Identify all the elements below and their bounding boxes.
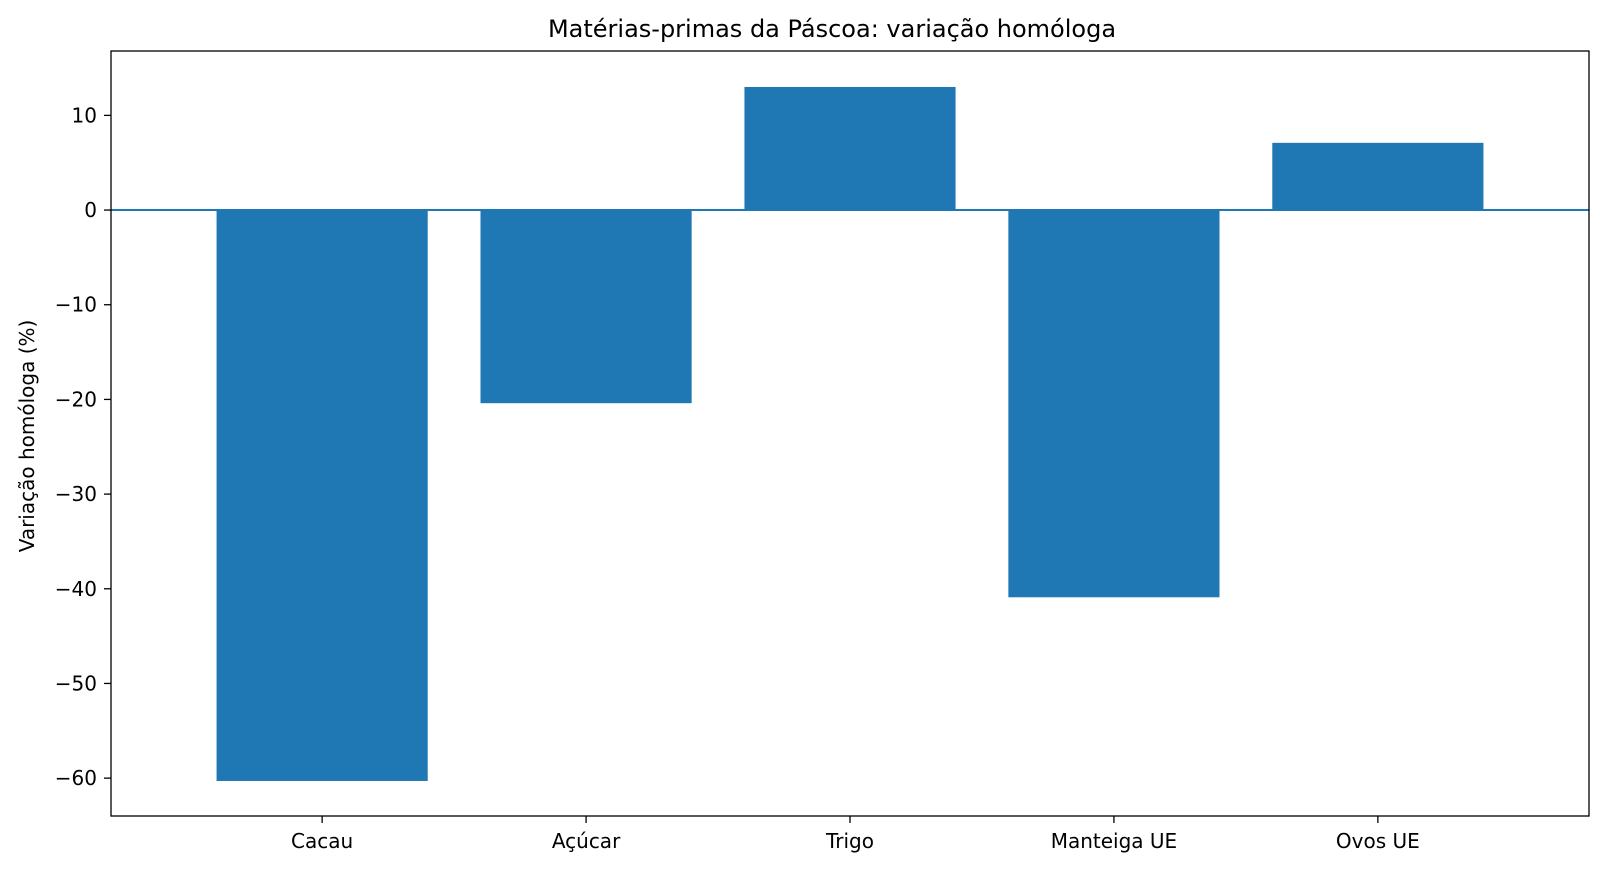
x-tick-label: Manteiga UE <box>1051 829 1177 853</box>
x-tick-label: Açúcar <box>552 829 621 853</box>
y-axis-label: Variação homóloga (%) <box>15 320 39 553</box>
y-tick-label: −50 <box>55 671 97 695</box>
bar-acucar <box>480 210 692 404</box>
y-tick-label: −10 <box>55 293 97 317</box>
y-tick-label: −60 <box>55 766 97 790</box>
plot-area-frame <box>110 50 1590 817</box>
bar-manteiga-ue <box>1008 210 1220 598</box>
x-tick-label: Ovos UE <box>1336 829 1420 853</box>
chart-title: Matérias-primas da Páscoa: variação homó… <box>548 15 1116 43</box>
bar-trigo <box>744 86 956 211</box>
y-tick-label: 10 <box>72 103 97 127</box>
x-tick-label: Trigo <box>825 829 874 853</box>
bars-group <box>216 86 1484 781</box>
bar-cacau <box>216 210 428 781</box>
x-tick-label: Cacau <box>291 829 353 853</box>
y-tick-label: −40 <box>55 577 97 601</box>
y-axis-ticks: 10 0 −10 −20 −30 −40 −50 −60 <box>55 103 111 790</box>
y-tick-label: −20 <box>55 387 97 411</box>
y-tick-label: −30 <box>55 482 97 506</box>
bar-ovos-ue <box>1272 142 1484 211</box>
x-axis-ticks: Cacau Açúcar Trigo Manteiga UE Ovos UE <box>291 816 1420 853</box>
y-tick-label: 0 <box>84 198 97 222</box>
